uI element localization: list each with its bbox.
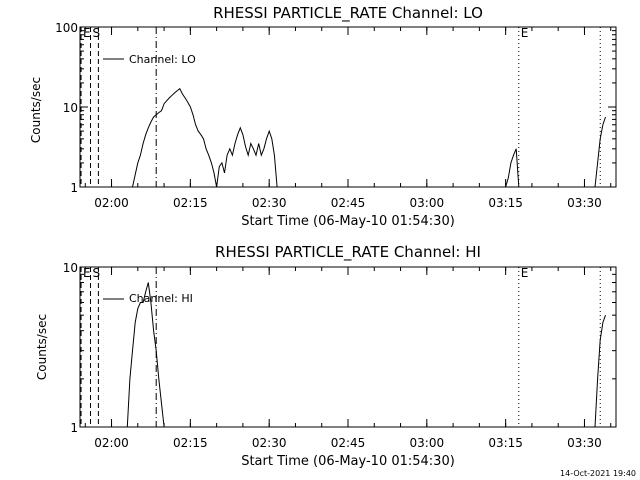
panel-hi-ylabel: Counts/sec <box>35 314 49 380</box>
panel-hi-marker-label: E <box>83 266 91 280</box>
panel-lo-xtick-label: 02:15 <box>173 196 208 210</box>
panel-hi-axes-box <box>79 266 617 428</box>
panel-lo-xtick-label: 03:15 <box>488 196 523 210</box>
panel-hi-xtick-label: 02:45 <box>331 436 366 450</box>
panel-lo-marker-label: S <box>93 26 101 40</box>
panel-lo-series-line <box>594 116 606 188</box>
panel-hi-xtick-label: 03:30 <box>567 436 602 450</box>
panel-lo-xtick-label: 02:00 <box>94 196 129 210</box>
panel-hi-xtick-label: 02:30 <box>252 436 287 450</box>
panel-lo: RHESSI PARTICLE_RATE Channel: LO Counts/… <box>29 4 483 229</box>
panel-hi-series-line <box>126 282 165 428</box>
panel-hi-xlabel: Start Time (06-May-10 01:54:30) <box>241 454 455 469</box>
panel-lo-legend-label: Channel: LO <box>129 53 196 66</box>
panel-lo-series-line <box>216 126 278 188</box>
panel-hi-xtick-label: 03:15 <box>488 436 523 450</box>
panel-lo-ylabel: Counts/sec <box>29 77 43 143</box>
panel-hi-marker-label: E <box>521 266 529 280</box>
panel-hi-xtick-label: 03:00 <box>410 436 445 450</box>
panel-hi-legend-label: Channel: HI <box>129 292 193 305</box>
panel-lo-xtick-label: 02:45 <box>331 196 366 210</box>
panel-hi-ytick-label: 10 <box>63 261 78 275</box>
panel-lo-xtick-label: 02:30 <box>252 196 287 210</box>
panel-hi-title: RHESSI PARTICLE_RATE Channel: HI <box>215 243 481 262</box>
panel-hi-xtick-label: 02:00 <box>94 436 129 450</box>
panel-lo-marker-label: E <box>83 26 91 40</box>
panel-lo-ytick-label: 100 <box>55 21 78 35</box>
panel-lo-axes-box <box>79 26 617 188</box>
panel-lo-marker-label: E <box>521 26 529 40</box>
panel-lo-ytick-label: 1 <box>70 181 78 195</box>
panel-lo-title: RHESSI PARTICLE_RATE Channel: LO <box>213 4 483 23</box>
panel-hi: RHESSI PARTICLE_RATE Channel: HI Counts/… <box>35 243 481 469</box>
panel-hi-ytick-label: 1 <box>70 421 78 435</box>
panel-hi-series-line <box>594 315 606 428</box>
panel-lo-plot: 02:00 02:15 02:30 02:45 03:00 03:15 03:30 1 10 10… <box>55 21 617 210</box>
panel-lo-ytick-label: 10 <box>63 101 78 115</box>
panel-lo-xtick-label: 03:30 <box>567 196 602 210</box>
panel-hi-marker-label: S <box>93 266 101 280</box>
panel-lo-series-line <box>505 148 520 188</box>
panel-lo-xlabel: Start Time (06-May-10 01:54:30) <box>241 214 455 229</box>
panel-lo-series-line <box>132 87 218 188</box>
footer-timestamp: 14-Oct-2021 19:40 <box>560 469 636 478</box>
panel-lo-xtick-label: 03:00 <box>410 196 445 210</box>
panel-hi-xtick-label: 02:15 <box>173 436 208 450</box>
